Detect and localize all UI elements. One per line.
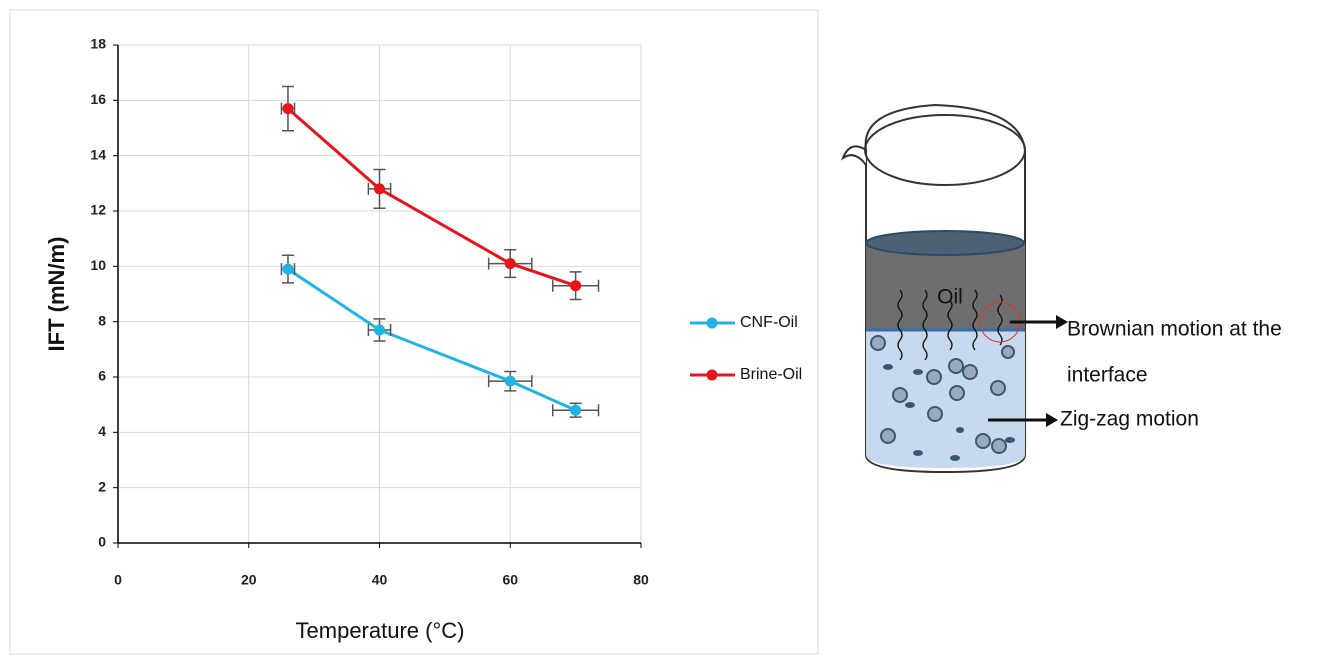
x-tick-label: 80 bbox=[633, 572, 649, 588]
series-line bbox=[286, 107, 577, 288]
y-tick-label: 8 bbox=[98, 312, 106, 328]
y-tick-label: 0 bbox=[98, 534, 106, 550]
legend-label: CNF-Oil bbox=[740, 314, 798, 331]
y-tick-label: 4 bbox=[98, 423, 106, 439]
x-tick-label: 40 bbox=[372, 572, 388, 588]
legend-marker bbox=[706, 369, 718, 381]
marker bbox=[374, 183, 385, 195]
particles bbox=[870, 335, 1015, 454]
brownian-label: interface bbox=[1067, 364, 1148, 387]
y-axis-label: IFT (mN/m) bbox=[44, 237, 69, 352]
marker bbox=[570, 404, 582, 416]
y-tick-label: 2 bbox=[98, 478, 106, 494]
arrowhead bbox=[1056, 315, 1068, 329]
beaker-spout bbox=[840, 145, 867, 166]
y-tick-label: 6 bbox=[98, 368, 106, 384]
marker bbox=[570, 280, 582, 292]
x-tick-label: 20 bbox=[241, 572, 257, 588]
legend-marker bbox=[706, 317, 718, 329]
x-axis-label: Temperature (°C) bbox=[296, 618, 465, 643]
x-tick-label: 0 bbox=[114, 572, 122, 588]
y-tick-label: 18 bbox=[90, 36, 106, 52]
marker bbox=[282, 263, 294, 275]
marker bbox=[504, 258, 516, 270]
y-tick-label: 14 bbox=[90, 146, 106, 162]
beaker-rim bbox=[864, 114, 1026, 186]
oil-layer bbox=[866, 243, 1025, 330]
zigzag-label: Zig-zag motion bbox=[1060, 408, 1199, 431]
chart-frame bbox=[9, 9, 819, 655]
arrowhead bbox=[1046, 413, 1058, 427]
series-line bbox=[287, 267, 577, 412]
y-tick-label: 10 bbox=[90, 257, 106, 273]
oil-label: Oil bbox=[937, 286, 963, 309]
marker bbox=[282, 103, 294, 115]
x-tick-label: 60 bbox=[502, 572, 518, 588]
marker bbox=[374, 324, 385, 336]
legend-label: Brine-Oil bbox=[740, 366, 802, 383]
y-tick-label: 16 bbox=[90, 91, 106, 107]
y-tick-label: 12 bbox=[90, 202, 106, 218]
beaker-diagram: Oil Brownian motion at the interface Zig… bbox=[840, 103, 1282, 474]
small-particles bbox=[883, 364, 1015, 461]
oil-surface bbox=[865, 230, 1025, 256]
marker bbox=[504, 375, 516, 387]
brownian-label: Brownian motion at the bbox=[1067, 318, 1282, 341]
wavy-chains bbox=[897, 289, 1003, 361]
